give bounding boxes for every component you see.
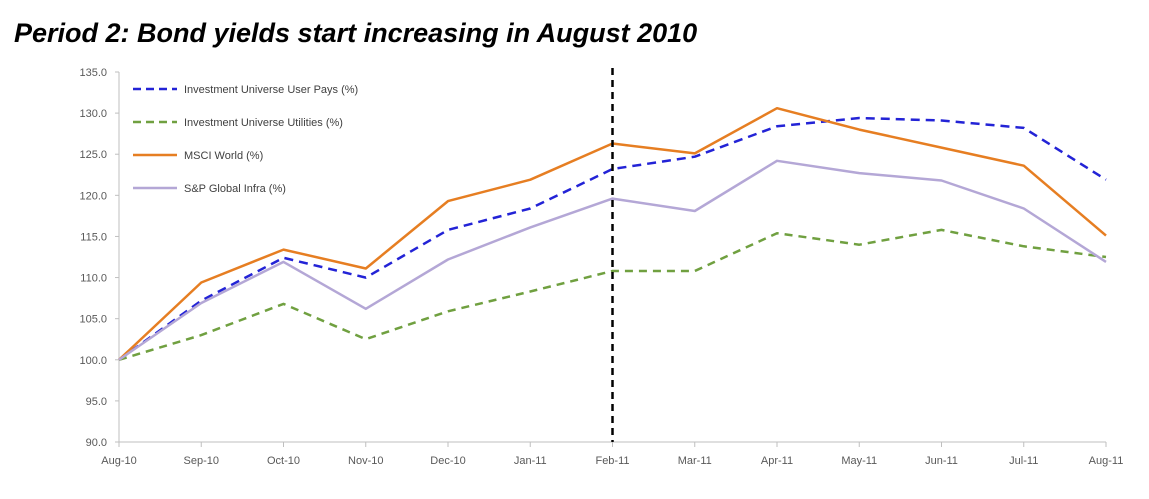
x-tick-label: Jul-11 (1009, 455, 1038, 467)
x-tick-label: Aug-11 (1089, 455, 1124, 467)
y-tick-label: 110.0 (80, 273, 107, 285)
series-line-2 (118, 228, 1107, 361)
y-tick-label: 90.0 (86, 437, 107, 449)
x-tick-label: Jun-11 (925, 455, 958, 467)
y-tick-label: 100.0 (79, 355, 107, 367)
y-tick-label: 130.0 (79, 108, 107, 120)
chart-title: Period 2: Bond yields start increasing i… (14, 18, 698, 48)
series-line-1 (118, 116, 1107, 361)
y-tick-label: 115.0 (80, 231, 107, 243)
x-tick-label: Dec-10 (430, 455, 465, 467)
x-tick-label: May-11 (841, 455, 877, 467)
legend-label-2: Investment Universe Utilities (%) (184, 117, 343, 129)
y-tick-label: 95.0 (86, 396, 107, 408)
legend-label-4: S&P Global Infra (%) (184, 183, 286, 195)
y-tick-label: 135.0 (79, 67, 107, 79)
series-line-4 (118, 159, 1107, 361)
y-tick-label: 120.0 (79, 190, 107, 202)
x-tick-label: Mar-11 (678, 455, 712, 467)
y-tick-label: 105.0 (79, 314, 107, 326)
legend-label-1: Investment Universe User Pays (%) (184, 84, 358, 96)
x-tick-label: Feb-11 (595, 455, 629, 467)
x-tick-label: Oct-10 (267, 455, 300, 467)
x-tick-label: Jan-11 (514, 455, 547, 467)
x-tick-label: Apr-11 (761, 455, 793, 467)
x-tick-label: Aug-10 (101, 455, 136, 467)
x-tick-label: Nov-10 (348, 455, 383, 467)
y-tick-label: 125.0 (79, 149, 107, 161)
legend-label-3: MSCI World (%) (184, 150, 263, 162)
x-tick-label: Sep-10 (184, 455, 219, 467)
